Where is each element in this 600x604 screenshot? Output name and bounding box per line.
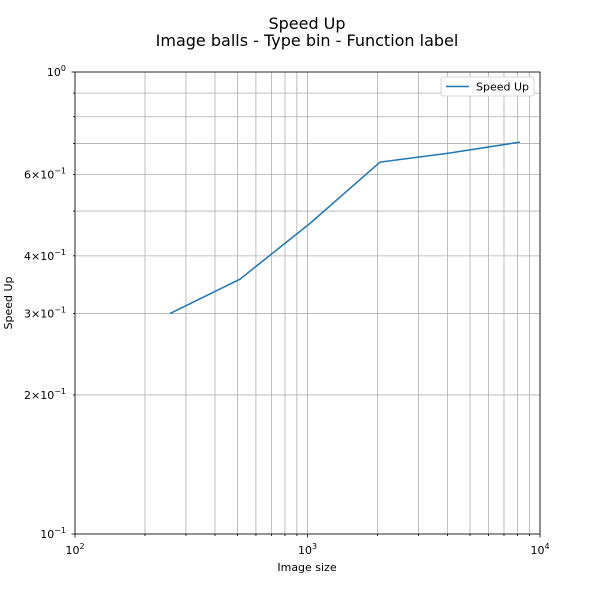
tick-label-layer: 102 103 104 10−1 100 2×10−1 3×10−1 4×10−1 6×10−1: [24, 64, 550, 557]
axes-frame: [74, 71, 541, 535]
series-line-speed-up: [169, 141, 520, 315]
y-minor-tick-label: 4×10−1: [24, 248, 66, 263]
x-tick-label: 104: [530, 542, 549, 557]
chart-title: Speed Up: [268, 14, 345, 33]
legend-box: [440, 76, 535, 97]
x-tick-label: 103: [298, 542, 317, 557]
y-minor-tick-label: 6×10−1: [24, 166, 66, 181]
y-minor-tick-label: 2×10−1: [24, 387, 66, 402]
y-axis-label: Speed Up: [2, 276, 15, 329]
series-layer: [169, 141, 520, 315]
x-tick-label: 102: [65, 542, 84, 557]
chart-subtitle: Image balls - Type bin - Function label: [156, 31, 459, 50]
x-axis-label: Image size: [277, 561, 337, 574]
grid-layer: [74, 71, 541, 535]
y-tick-label: 100: [47, 64, 66, 79]
y-tick-label: 10−1: [40, 526, 66, 541]
legend: Speed Up: [440, 76, 535, 97]
y-minor-tick-label: 3×10−1: [24, 306, 66, 321]
legend-label: Speed Up: [476, 81, 529, 94]
